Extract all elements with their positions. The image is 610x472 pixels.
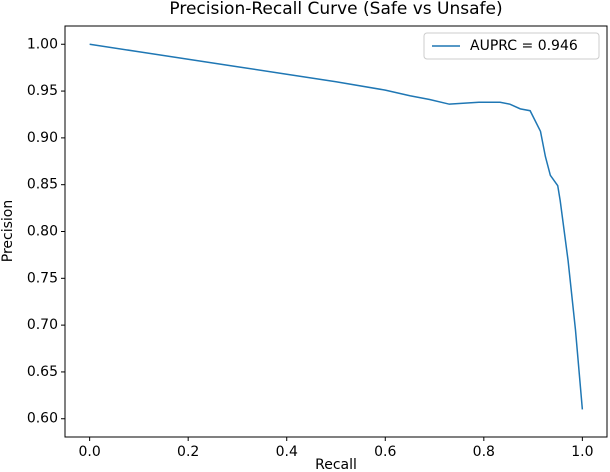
x-tick-label: 0.2: [177, 444, 199, 460]
plot-frame: [64, 25, 608, 438]
x-tick-label: 0.4: [276, 444, 298, 460]
y-tick-label: 0.65: [27, 364, 58, 380]
chart-title: Precision-Recall Curve (Safe vs Unsafe): [169, 0, 502, 19]
x-tick-label: 0.6: [374, 444, 396, 460]
y-axis-label: Precision: [0, 200, 16, 262]
y-tick-label: 0.85: [27, 177, 58, 193]
legend-box: [423, 32, 600, 60]
x-axis-label: Recall: [315, 457, 357, 472]
y-tick-label: 0.95: [27, 83, 58, 99]
y-tick-label: 0.60: [27, 411, 58, 427]
x-tick-label: 0.8: [473, 444, 495, 460]
x-tick-label: 0.0: [79, 444, 101, 460]
y-tick-label: 0.70: [27, 317, 58, 333]
y-tick-label: 1.00: [27, 36, 58, 52]
line: [89, 43, 584, 410]
y-tick-label: 0.75: [27, 270, 58, 286]
x-tick-label: 1.0: [571, 444, 593, 460]
y-tick-label: 0.80: [27, 224, 58, 240]
legend-label: AUPRC = 0.946: [470, 38, 578, 54]
y-tick-label: 0.90: [27, 130, 58, 146]
